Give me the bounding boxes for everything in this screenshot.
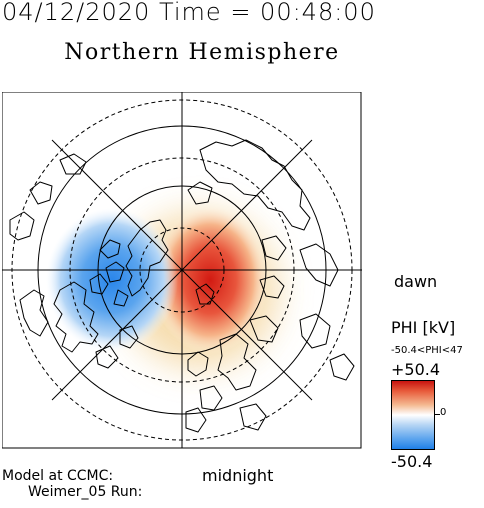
model-label: Model at CCMC: [2,468,114,484]
colorbar-zero-tick [435,414,440,415]
map-frame [2,92,362,449]
hemisphere-title: Northern Hemisphere [64,40,340,65]
dawn-label: dawn [394,272,438,291]
midnight-label: midnight [202,466,274,485]
colorbar-max-label: +50.4 [391,360,441,379]
run-label: Weimer_05 Run: [28,484,143,500]
coastlines [9,139,355,433]
colorbar-min-label: -50.4 [391,452,433,471]
colorbar-range: -50.4<PHI<47 [391,345,463,356]
colorbar [391,380,435,450]
potential-cells [46,206,278,368]
colorbar-title: PHI [kV] [391,318,456,337]
polar-map [2,92,362,449]
longitude-lines [2,92,362,448]
negative-cell [46,208,178,352]
datetime-header: 04/12/2020 Time = 00:48:00 [2,0,376,26]
positive-cell-core [152,206,268,354]
colorbar-zero-label: 0 [440,407,447,418]
